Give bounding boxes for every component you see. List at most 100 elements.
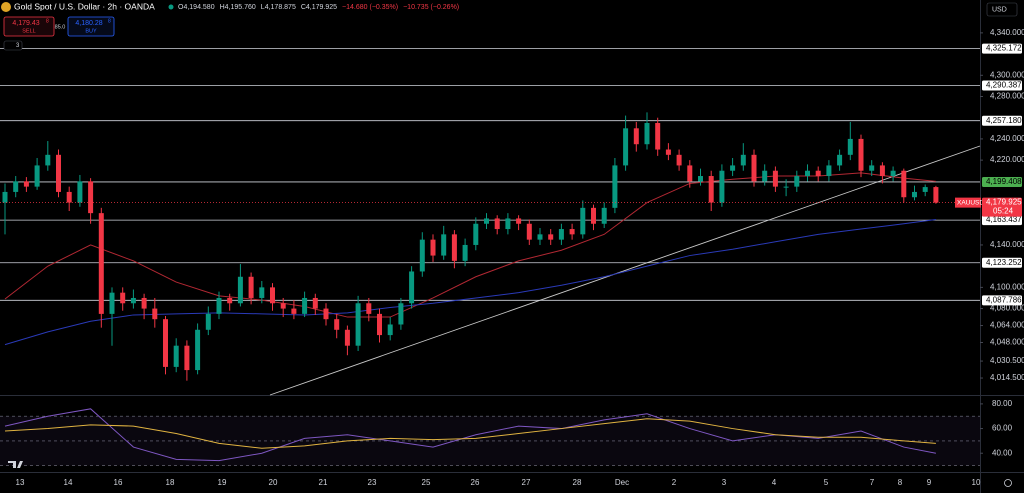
buy-pip: 8 <box>108 18 111 24</box>
candle-body <box>612 165 618 208</box>
candle-body <box>879 165 885 177</box>
candle-body <box>302 297 308 314</box>
candle-body <box>387 324 393 336</box>
x-tick-label: 7 <box>870 478 875 487</box>
candle-body <box>248 276 254 298</box>
y-tick-label: 4,280.000 <box>990 92 1024 101</box>
candle-body <box>312 297 318 309</box>
y-tick-label: 4,240.000 <box>990 134 1024 143</box>
rsi-tick-label: 80.00 <box>992 399 1013 408</box>
candle-body <box>280 303 286 309</box>
current-price-label: 4,179.925 <box>986 198 1022 207</box>
candle-body <box>45 154 51 166</box>
x-tick-label: 3 <box>722 478 727 487</box>
x-tick-label: 10 <box>972 478 981 487</box>
candle-body <box>66 191 72 203</box>
candle-body <box>516 218 522 224</box>
rsi-band-fill <box>0 416 980 466</box>
moving-average <box>4 219 936 346</box>
candle-body <box>355 303 361 346</box>
x-tick-label: 28 <box>573 478 582 487</box>
ohlc-stat: O4,194.580 <box>178 4 215 11</box>
level-label-bg <box>982 43 1022 54</box>
settings-icon[interactable] <box>1004 479 1012 487</box>
rsi-tick-label: 40.00 <box>992 448 1013 457</box>
sell-pip: 8 <box>46 18 49 24</box>
candle-body <box>451 234 457 261</box>
x-tick-label: 25 <box>422 478 431 487</box>
candle-body <box>847 138 853 155</box>
ohlc-stat: H4,195.760 <box>220 4 256 11</box>
buy-label: BUY <box>85 28 97 34</box>
x-tick-label: 23 <box>368 478 377 487</box>
candle-body <box>120 292 126 304</box>
candle-body <box>141 297 147 309</box>
candle-body <box>291 308 297 314</box>
y-tick-label: 4,014.500 <box>990 373 1024 382</box>
candle-body <box>505 218 511 230</box>
candle-body <box>933 187 939 203</box>
sell-button[interactable] <box>3 16 55 37</box>
level-label: 4,199.408 <box>986 177 1022 186</box>
candle-body <box>601 207 607 224</box>
y-tick-label: 4,048.000 <box>990 338 1024 347</box>
candle-body <box>23 181 29 187</box>
candle-body <box>591 207 596 224</box>
indicator-toggle[interactable] <box>3 40 23 51</box>
symbol-icon <box>1 2 11 12</box>
level-label: 4,123.252 <box>986 258 1022 267</box>
buy-button[interactable] <box>67 16 115 37</box>
symbol-title[interactable]: Gold Spot / U.S. Dollar · 2h · OANDA <box>14 1 155 11</box>
candle-body <box>334 319 340 330</box>
candle-body <box>665 149 671 155</box>
candle-body <box>377 313 382 336</box>
candle-body <box>98 213 104 314</box>
trend-line[interactable] <box>269 145 981 396</box>
ohlc-stat: C4,179.925 <box>301 4 337 11</box>
candle-body <box>890 170 896 177</box>
candle-body <box>687 165 693 182</box>
level-label-bg <box>982 80 1022 91</box>
candle-body <box>922 187 928 192</box>
candle-body <box>633 128 639 145</box>
candle-body <box>569 229 575 235</box>
logo <box>8 461 23 468</box>
candle-body <box>783 186 789 188</box>
candle-body <box>77 181 83 203</box>
moving-average <box>4 172 936 318</box>
y-tick-label: 4,030.500 <box>990 356 1024 365</box>
sell-price: 4,179.43 <box>12 20 39 27</box>
candle-body <box>366 303 372 314</box>
candle-body <box>719 170 725 203</box>
candle-body <box>430 239 436 256</box>
sell-label: SELL <box>22 28 35 34</box>
candle-body <box>484 218 489 224</box>
candle-body <box>173 345 179 367</box>
market-status <box>168 4 174 10</box>
candle-body <box>270 287 275 304</box>
candle-body <box>184 345 190 371</box>
spread: 85.0 <box>55 24 66 30</box>
y-tick-label: 4,100.000 <box>990 282 1024 291</box>
level-label: 4,087.786 <box>986 295 1022 304</box>
x-tick-label: 26 <box>471 478 480 487</box>
candle-body <box>580 207 586 235</box>
candle-body <box>901 170 907 198</box>
candle-body <box>912 191 917 198</box>
candle-body <box>815 170 821 177</box>
candle-body <box>259 287 265 298</box>
candle-body <box>676 154 682 166</box>
currency: USD <box>992 6 1007 13</box>
currency-button[interactable] <box>986 2 1018 17</box>
candle-body <box>655 123 661 150</box>
candle-body <box>216 297 222 314</box>
level-label-bg <box>982 257 1022 268</box>
candle-body <box>837 154 843 166</box>
candle-body <box>323 308 329 320</box>
candle-body <box>698 176 703 182</box>
current-price-bg <box>982 197 1022 217</box>
candle-body <box>205 313 211 330</box>
buy-price: 4,180.28 <box>75 20 102 27</box>
indicator-count: 3 <box>16 43 20 49</box>
